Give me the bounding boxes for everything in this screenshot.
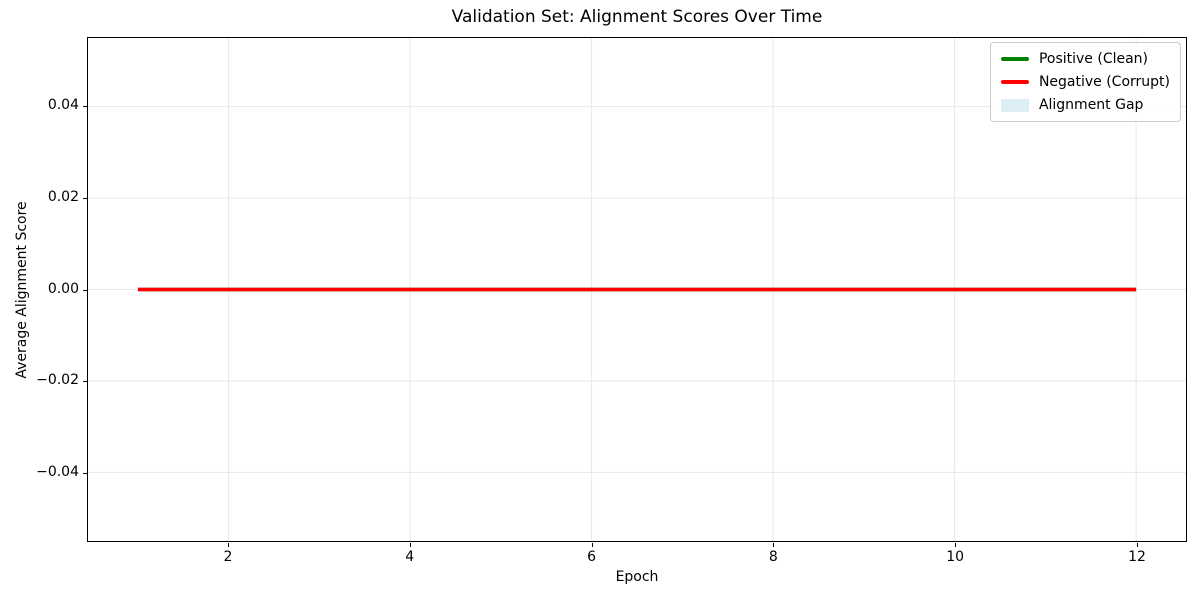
y-tick-label: −0.04	[36, 464, 79, 481]
legend-item-negative: Negative (Corrupt)	[1000, 74, 1170, 90]
legend-patch-swatch-gap	[1000, 98, 1029, 112]
chart-title: Validation Set: Alignment Scores Over Ti…	[451, 7, 823, 27]
legend-item-alignment-gap: Alignment Gap	[1000, 97, 1170, 113]
legend-label-alignment-gap: Alignment Gap	[1038, 97, 1144, 113]
y-tick-label: 0.00	[47, 280, 79, 297]
x-axis-label: Epoch	[615, 569, 659, 585]
y-tick-mark	[83, 105, 87, 107]
x-tick-mark	[1137, 543, 1138, 547]
y-tick-label: 0.04	[47, 96, 79, 113]
x-tick-mark	[955, 543, 957, 547]
y-tick-mark	[83, 289, 87, 291]
y-tick-label: 0.02	[47, 188, 79, 205]
x-tick-label: 6	[587, 549, 596, 565]
legend-line-swatch-positive	[1000, 57, 1029, 61]
legend: Positive (Clean) Negative (Corrupt) Alig…	[989, 42, 1181, 122]
x-tick-label: 10	[946, 549, 965, 565]
y-tick-label: −0.02	[36, 372, 79, 389]
legend-label-positive: Positive (Clean)	[1038, 51, 1149, 67]
x-tick-label: 4	[405, 549, 415, 565]
y-tick-mark	[83, 197, 87, 199]
legend-item-positive: Positive (Clean)	[1000, 51, 1170, 67]
x-tick-label: 12	[1128, 549, 1146, 565]
x-tick-mark	[409, 543, 411, 547]
x-tick-label: 2	[223, 549, 233, 565]
x-tick-mark	[591, 543, 593, 547]
x-tick-mark	[773, 543, 775, 547]
plot-area: Positive (Clean) Negative (Corrupt) Alig…	[87, 37, 1187, 542]
y-tick-mark	[83, 381, 87, 383]
x-tick-label: 8	[768, 549, 778, 565]
x-tick-mark	[227, 543, 229, 547]
legend-line-swatch-negative	[1000, 80, 1029, 84]
legend-label-negative: Negative (Corrupt)	[1038, 74, 1170, 90]
y-tick-mark	[83, 473, 87, 475]
